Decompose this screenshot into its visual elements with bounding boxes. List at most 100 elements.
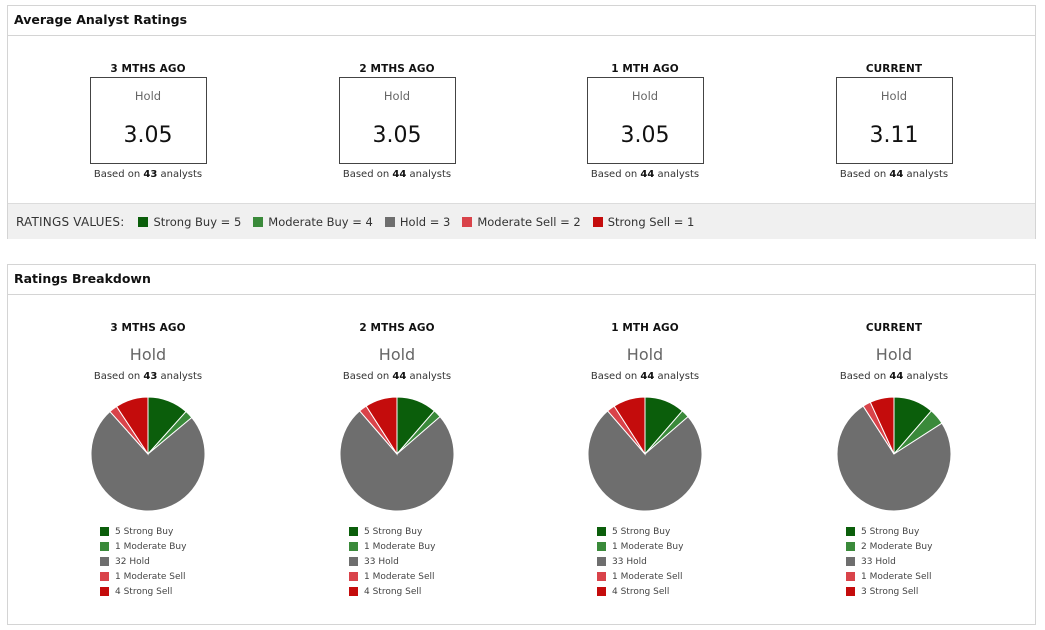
based-on-suffix: analysts [409, 371, 452, 382]
breakdown-column-heading: 3 MTHS AGO [110, 322, 186, 334]
color-swatch [597, 572, 606, 581]
based-on-prefix: Based on [342, 169, 390, 180]
breakdown-column-heading: 1 MTH AGO [611, 322, 679, 334]
pie-legend-label: 4 Strong Sell [364, 586, 422, 597]
color-swatch [846, 542, 855, 551]
color-swatch [384, 216, 395, 227]
avg-column-2-months: 2 MTHS AGO Hold 3.05 Based on 44 analyst… [297, 63, 497, 180]
based-on-prefix: Based on [839, 169, 887, 180]
color-swatch [349, 572, 358, 581]
pie-legend-item-moderate-sell: 1 Moderate Sell [100, 569, 196, 584]
pie-legend-item-strong-sell: 3 Strong Sell [846, 584, 942, 599]
pie-legend-item-hold: 33 Hold [597, 554, 693, 569]
breakdown-column-2-months: 2 MTHS AGO Hold Based on 44 analysts 5 S… [297, 322, 497, 599]
pie-legend-label: 5 Strong Buy [115, 526, 174, 537]
legend-moderate-sell: Moderate Sell = 2 [462, 214, 581, 229]
pie-slice-hold [836, 405, 952, 512]
pie-legend-item-strong-sell: 4 Strong Sell [349, 584, 445, 599]
pie-legend-item-moderate-sell: 1 Moderate Sell [597, 569, 693, 584]
analyst-count: 44 [889, 371, 904, 382]
pie-legend-item-moderate-buy: 2 Moderate Buy [846, 539, 942, 554]
breakdown-rating-label: Hold [875, 345, 913, 364]
pie-legend: 5 Strong Buy 2 Moderate Buy 33 Hold 1 Moder… [846, 524, 942, 599]
based-on-prefix: Based on [93, 169, 141, 180]
based-on-prefix: Based on [342, 371, 390, 382]
avg-based-on: Based on 44 analysts [297, 169, 497, 180]
color-swatch [349, 587, 358, 596]
pie-legend-item-moderate-sell: 1 Moderate Sell [349, 569, 445, 584]
ratings-values-legend: RATINGS VALUES: Strong Buy = 5 Moderate … [8, 203, 1035, 239]
based-on-prefix: Based on [93, 371, 141, 382]
based-on-suffix: analysts [409, 169, 452, 180]
color-swatch [138, 216, 149, 227]
avg-column-1-month: 1 MTH AGO Hold 3.05 Based on 44 analysts [545, 63, 745, 180]
avg-rating-value: 3.05 [372, 123, 422, 148]
color-swatch [846, 557, 855, 566]
pie-legend-item-strong-sell: 4 Strong Sell [597, 584, 693, 599]
breakdown-based-on: Based on 44 analysts [545, 371, 745, 382]
avg-rating-box: Hold 3.05 [586, 77, 704, 164]
pie-legend-label: 1 Moderate Sell [612, 571, 683, 582]
avg-based-on: Based on 44 analysts [794, 169, 994, 180]
breakdown-rating-label: Hold [129, 345, 167, 364]
pie-legend-label: 33 Hold [861, 556, 896, 567]
avg-rating-value: 3.11 [869, 123, 919, 148]
color-swatch [846, 587, 855, 596]
ratings-pie-chart [339, 396, 455, 512]
avg-based-on: Based on 44 analysts [545, 169, 745, 180]
legend-strong-buy: Strong Buy = 5 [138, 215, 241, 229]
pie-legend-label: 1 Moderate Sell [115, 571, 186, 582]
color-swatch [100, 542, 109, 551]
pie-legend: 5 Strong Buy 1 Moderate Buy 33 Hold 1 Moder… [349, 524, 445, 599]
avg-rating-value: 3.05 [620, 123, 670, 148]
color-swatch [100, 572, 109, 581]
based-on-suffix: analysts [906, 169, 949, 180]
legend-label: Hold = 3 [399, 214, 451, 229]
avg-rating-label: Hold [134, 89, 162, 103]
pie-legend-label: 2 Moderate Buy [861, 541, 933, 552]
pie-legend-label: 32 Hold [115, 556, 150, 567]
color-swatch [349, 542, 358, 551]
avg-column-3-months: 3 MTHS AGO Hold 3.05 Based on 43 analyst… [48, 63, 248, 180]
pie-legend-item-moderate-buy: 1 Moderate Buy [100, 539, 196, 554]
pie-legend-label: 4 Strong Sell [115, 586, 173, 597]
based-on-prefix: Based on [590, 371, 638, 382]
color-swatch [597, 587, 606, 596]
pie-legend-label: 5 Strong Buy [861, 526, 920, 537]
avg-column-heading: 3 MTHS AGO [110, 63, 186, 75]
ratings-breakdown-panel: Ratings Breakdown 3 MTHS AGO Hold Based … [7, 264, 1036, 625]
pie-legend: 5 Strong Buy 1 Moderate Buy 32 Hold 1 Moder… [100, 524, 196, 599]
pie-legend-label: 3 Strong Sell [861, 586, 919, 597]
analyst-count: 43 [143, 371, 158, 382]
pie-legend-item-hold: 33 Hold [349, 554, 445, 569]
pie-legend-item-strong-buy: 5 Strong Buy [100, 524, 196, 539]
analyst-count: 43 [143, 169, 158, 180]
color-swatch [597, 527, 606, 536]
legend-label: Moderate Buy = 4 [268, 214, 373, 229]
pie-slice-hold [90, 410, 206, 512]
legend-hold: Hold = 3 [384, 214, 451, 229]
pie-legend-label: 33 Hold [612, 556, 647, 567]
color-swatch [846, 572, 855, 581]
pie-legend-item-moderate-sell: 1 Moderate Sell [846, 569, 942, 584]
avg-rating-value: 3.05 [123, 123, 173, 148]
avg-rating-box: Hold 3.05 [89, 77, 207, 164]
analyst-count: 44 [640, 371, 655, 382]
avg-rating-box: Hold 3.11 [835, 77, 953, 164]
avg-rating-box: Hold 3.05 [338, 77, 456, 164]
color-swatch [846, 527, 855, 536]
avg-column-current: CURRENT Hold 3.11 Based on 44 analysts [794, 63, 994, 180]
pie-legend-label: 5 Strong Buy [364, 526, 423, 537]
legend-label: Moderate Sell = 2 [477, 214, 581, 229]
average-ratings-panel: Average Analyst Ratings 3 MTHS AGO Hold … [7, 5, 1036, 239]
pie-slice-strong-sell [869, 396, 895, 455]
breakdown-column-3-months: 3 MTHS AGO Hold Based on 43 analysts 5 S… [48, 322, 248, 599]
color-swatch [253, 216, 264, 227]
pie-legend-item-strong-sell: 4 Strong Sell [100, 584, 196, 599]
color-swatch [100, 557, 109, 566]
pie-slice-strong-sell [115, 396, 149, 456]
pie-legend-label: 1 Moderate Sell [364, 571, 435, 582]
color-swatch [100, 587, 109, 596]
based-on-prefix: Based on [839, 371, 887, 382]
color-swatch [100, 527, 109, 536]
